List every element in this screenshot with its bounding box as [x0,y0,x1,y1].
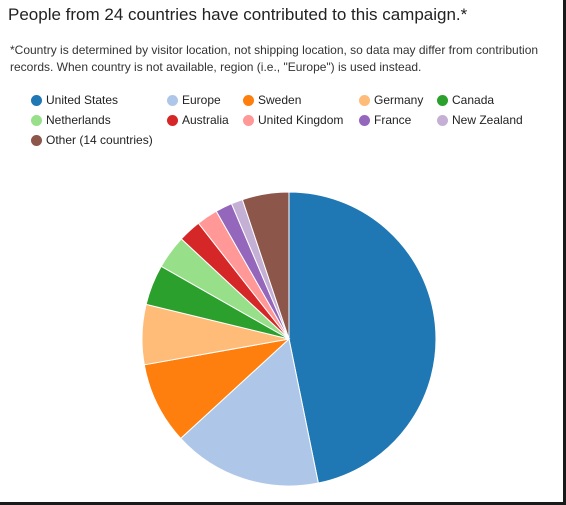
legend-swatch [243,94,254,106]
legend-swatch [167,94,178,106]
bottom-border [0,502,566,505]
legend-label: Other (14 countries) [46,133,153,147]
legend-label: New Zealand [452,113,523,127]
legend-swatch [437,114,448,126]
pie-slice-europe[interactable] [180,338,319,487]
legend-item-united-states: United States [31,91,118,109]
legend-item-united-kingdom: United Kingdom [243,111,343,129]
legend-item-other: Other (14 countries) [31,131,153,149]
chart-legend: United States Europe Sweden Germany Cana… [31,91,561,153]
legend-label: Canada [452,93,495,107]
chart-title: People from 24 countries have contribute… [8,5,468,24]
country-note: *Country is determined by visitor locati… [10,43,539,74]
legend-item-new-zealand: New Zealand [437,111,523,129]
legend-swatch [31,134,42,146]
legend-item-canada: Canada [437,91,494,109]
pie-slice-united-states[interactable] [288,191,437,484]
pie-slice-sweden[interactable] [143,338,291,440]
legend-label: Europe [182,93,221,107]
legend-label: United States [46,93,119,107]
legend-label: Germany [374,93,424,107]
legend-item-europe: Europe [167,91,221,109]
pie-slices [141,191,437,487]
legend-swatch [243,114,254,126]
legend-swatch [31,94,42,106]
legend-item-germany: Germany [359,91,423,109]
legend-label: United Kingdom [258,113,344,127]
legend-swatch [167,114,178,126]
legend-label: Netherlands [46,113,111,127]
legend-item-australia: Australia [167,111,229,129]
legend-item-france: France [359,111,411,129]
legend-swatch [31,114,42,126]
legend-label: Sweden [258,93,302,107]
legend-swatch [359,114,370,126]
right-border [563,0,566,505]
legend-item-netherlands: Netherlands [31,111,111,129]
legend-label: France [374,113,412,127]
pie-slice-other-14-countries[interactable] [241,191,290,340]
legend-label: Australia [182,113,229,127]
legend-swatch [359,94,370,106]
legend-item-sweden: Sweden [243,91,301,109]
legend-swatch [437,94,448,106]
